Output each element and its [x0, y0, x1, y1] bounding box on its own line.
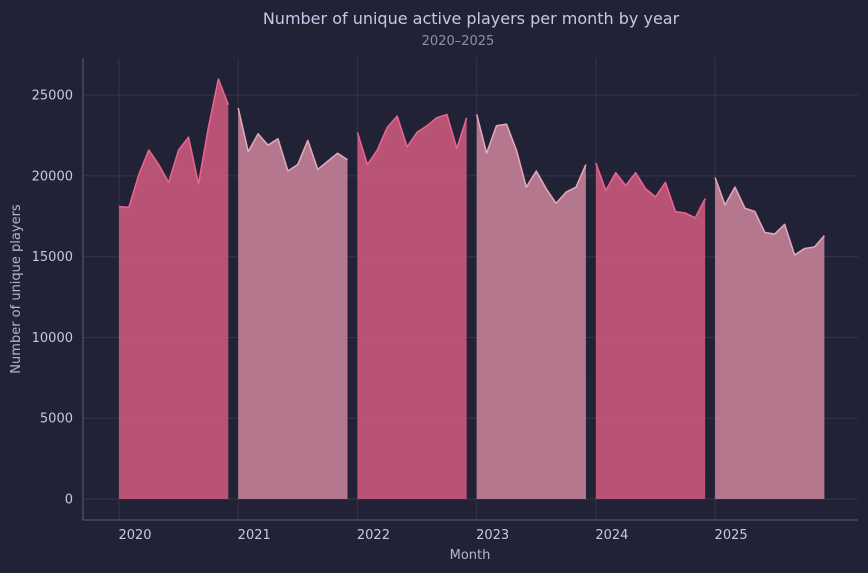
- y-tick-label: 10000: [32, 331, 73, 346]
- area-2024: [595, 163, 706, 499]
- x-tick-label: 2025: [715, 528, 748, 543]
- x-tick-label: 2022: [357, 528, 390, 543]
- y-axis-label: Number of unique players: [9, 204, 24, 374]
- area-2020: [119, 79, 229, 499]
- line-2023: [475, 114, 587, 205]
- x-tick-label: 2021: [238, 528, 271, 543]
- x-tick-label: 2020: [118, 528, 151, 543]
- axes: [82, 58, 858, 521]
- x-tick-label: 2024: [595, 528, 628, 543]
- y-tick-label: 20000: [32, 169, 73, 184]
- chart-subtitle: 2020–2025: [422, 34, 495, 49]
- area-2022: [357, 114, 467, 499]
- y-tick-label: 15000: [32, 250, 73, 265]
- area-2025: [715, 177, 825, 499]
- line-2024: [595, 162, 706, 219]
- x-axis-label: Month: [450, 548, 491, 563]
- x-tick-label: 2023: [476, 528, 509, 543]
- chart-title: Number of unique active players per mont…: [263, 9, 680, 28]
- y-tick-label: 25000: [32, 89, 73, 104]
- y-tick-label: 0: [65, 493, 73, 508]
- line-2022: [356, 113, 468, 166]
- y-tick-label: 5000: [40, 412, 73, 427]
- line-2020: [118, 78, 230, 209]
- area-2021: [238, 108, 348, 499]
- line-2021: [237, 107, 348, 172]
- area-2023: [476, 114, 586, 499]
- line-2025: [714, 177, 826, 256]
- tick-labels: 0 5000 10000 15000 20000 25000 2020 2021 2022 202…: [32, 89, 748, 543]
- plot-areas: [118, 78, 826, 499]
